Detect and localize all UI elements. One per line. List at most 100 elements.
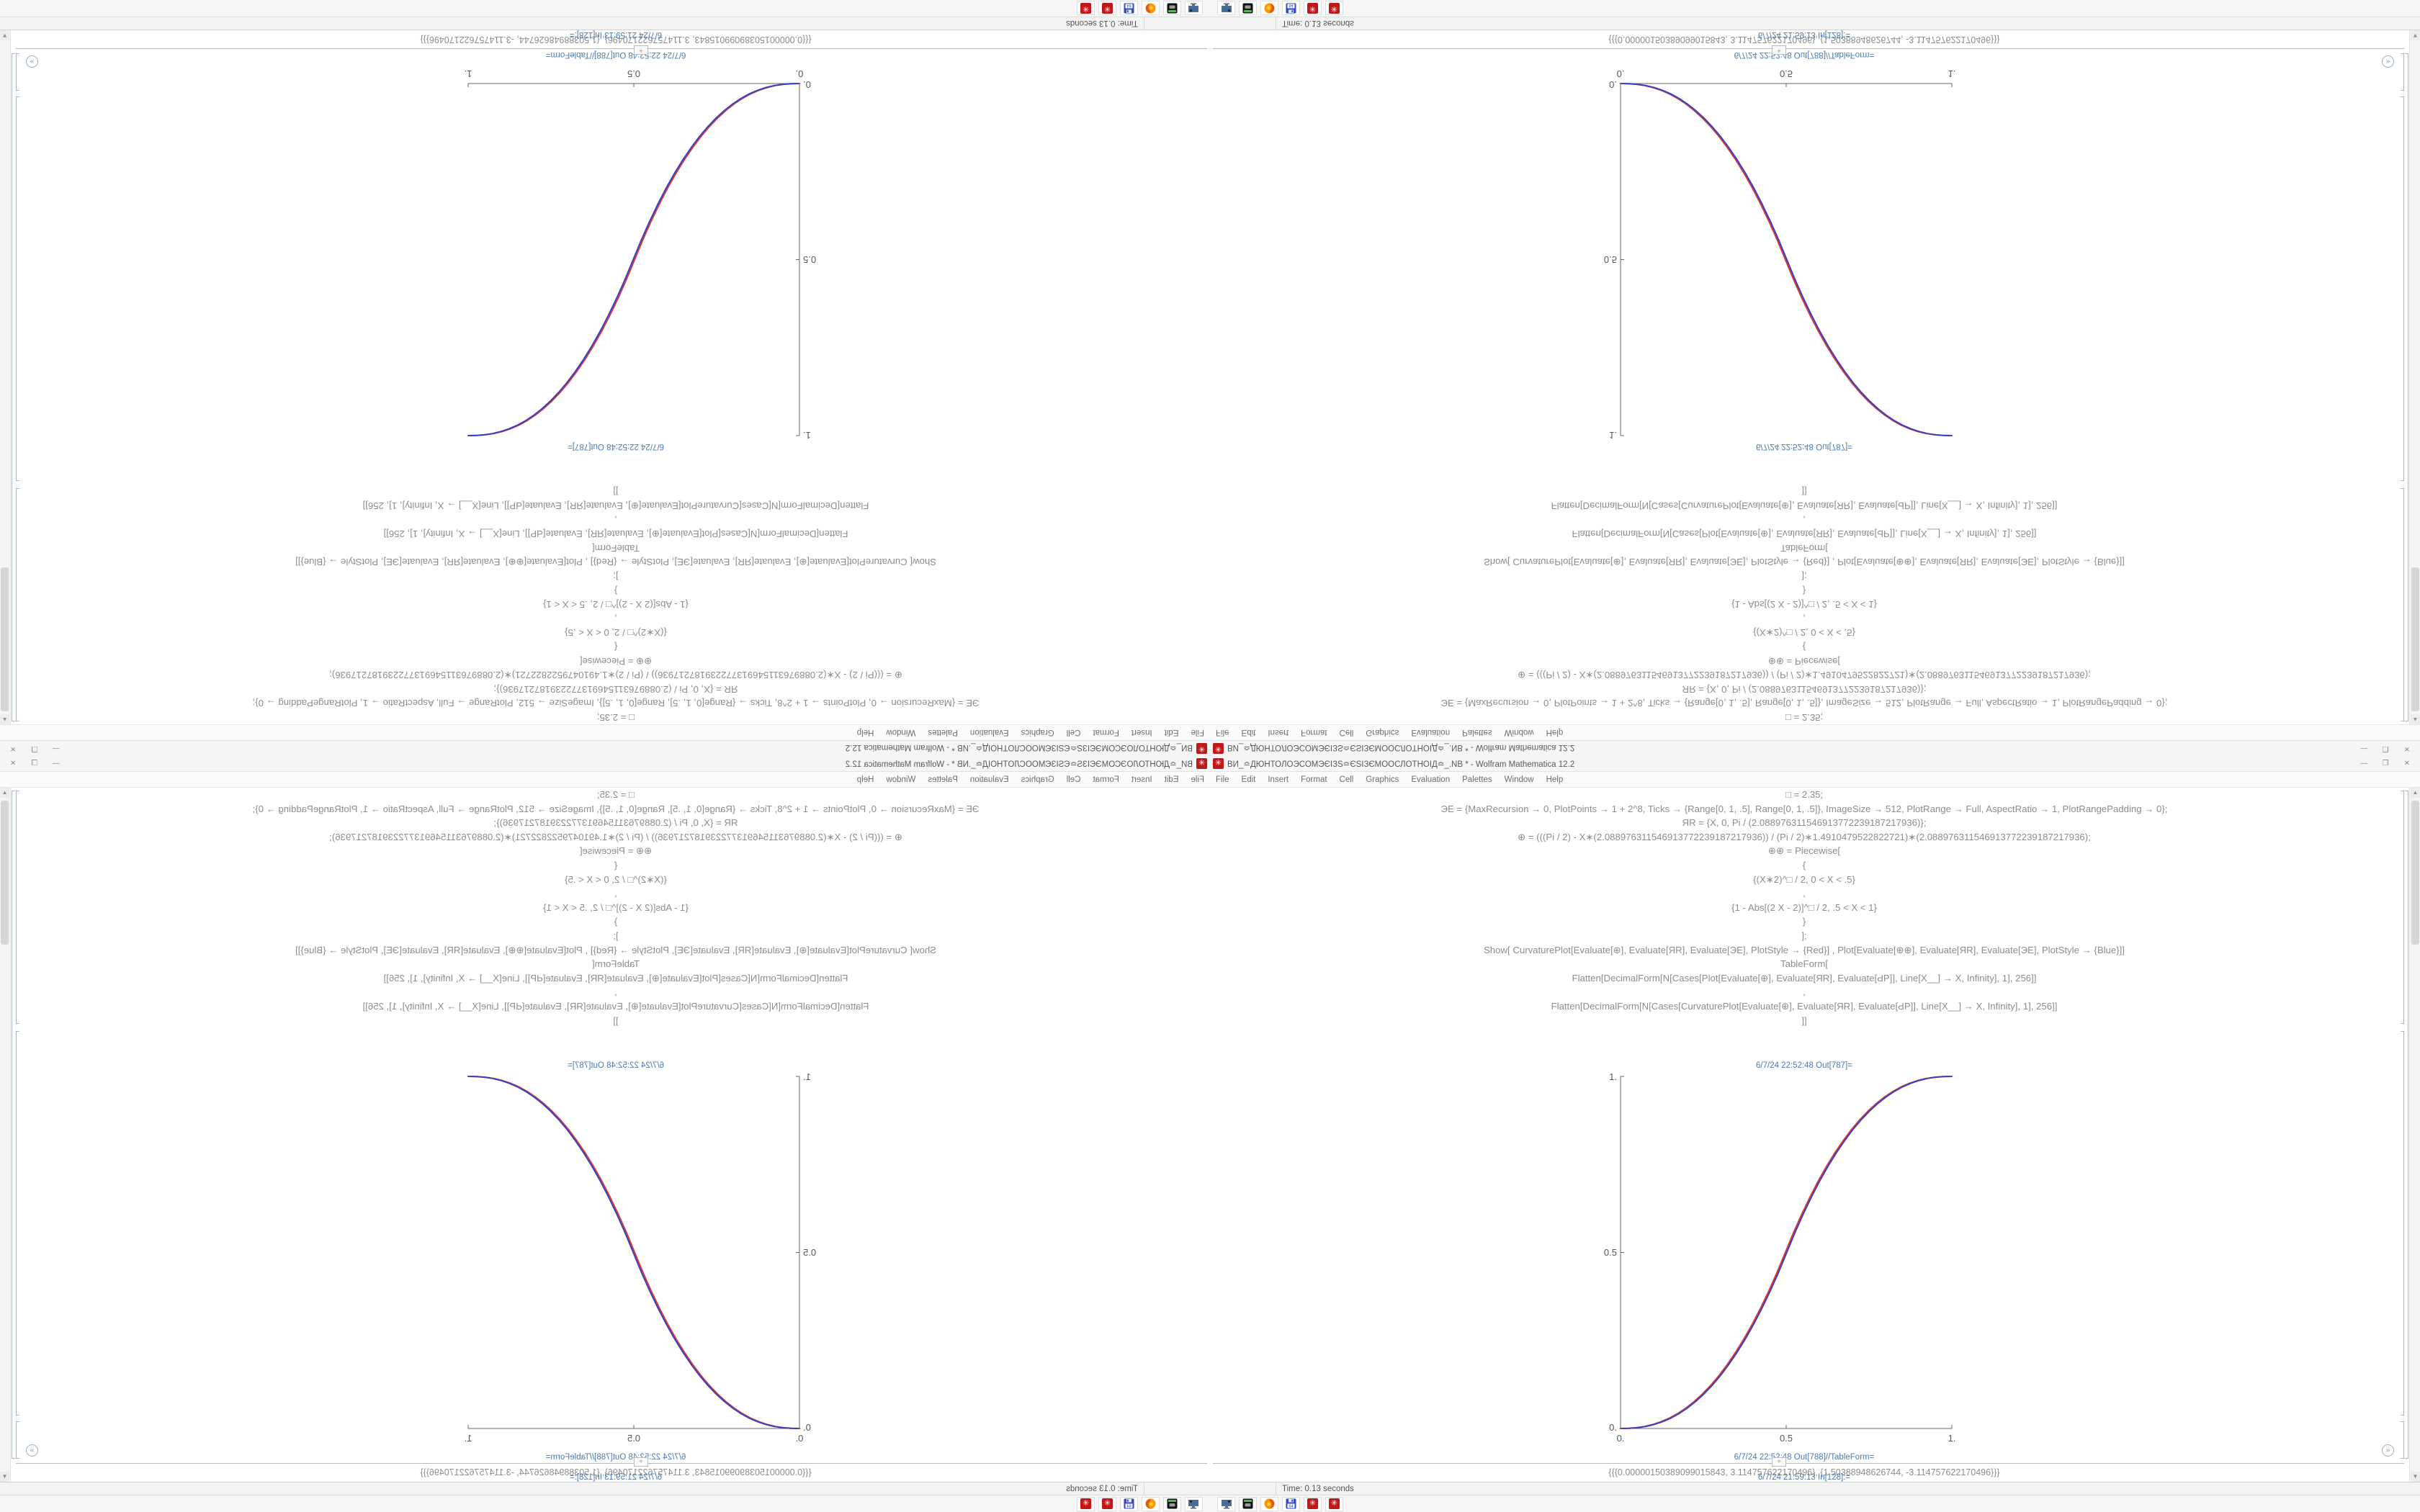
menu-item[interactable]: Graphics xyxy=(1366,728,1399,737)
input-code-line[interactable]: } xyxy=(1802,585,1806,596)
notebook-assistant-icon[interactable]: » xyxy=(2382,1444,2394,1457)
input-code-line[interactable]: ⊕ = (((Pi / 2) - X∗(2.088976311546913772… xyxy=(329,670,902,681)
scroll-up-icon[interactable]: ▲ xyxy=(2411,714,2420,724)
input-code-line[interactable]: ЯR = {X, 0, Pi / (2.08897631154691377223… xyxy=(493,683,738,695)
maximize-button[interactable]: ❐ xyxy=(31,759,38,768)
input-code-line[interactable]: } xyxy=(614,585,618,596)
out-788-cell-bracket[interactable] xyxy=(16,1421,19,1459)
maximize-button[interactable]: ❐ xyxy=(2382,759,2389,768)
taskbar-button-virtual-machine[interactable] xyxy=(1163,1,1181,16)
taskbar-button-disk-imager[interactable]: 64 xyxy=(1282,1,1300,16)
input-code-line[interactable]: ]; xyxy=(1801,571,1807,582)
input-code-line[interactable]: ЭЕ = {MaxRecursion → 0, PlotPoints → 1 +… xyxy=(1440,803,2168,814)
vertical-scrollbar[interactable]: ▲ ▼ xyxy=(0,30,11,724)
input-code-line[interactable]: ]] xyxy=(1801,1014,1807,1026)
menu-item[interactable]: File xyxy=(1191,728,1204,737)
input-code-line[interactable]: Flatten[DecimalForm[N[Cases[Plot[Evaluat… xyxy=(1572,972,2037,984)
menu-item[interactable]: Evaluation xyxy=(969,775,1009,784)
menu-item[interactable]: Palettes xyxy=(928,775,958,784)
menu-item[interactable]: Graphics xyxy=(1021,775,1054,784)
minimize-button[interactable]: — xyxy=(53,744,60,753)
input-code-line[interactable]: ]; xyxy=(613,930,619,941)
input-code-line[interactable]: { xyxy=(1802,642,1806,653)
taskbar-button-screenshot-viewer[interactable] xyxy=(1185,1,1203,16)
minimize-button[interactable]: — xyxy=(53,759,60,768)
taskbar-button-mathematica-2[interactable]: ✳ xyxy=(1077,1496,1095,1511)
input-code-line[interactable]: {1 - Abs[(2 X - 2)]^□ / 2, .5 < X < 1} xyxy=(543,901,689,913)
cell-insertion-divider[interactable] xyxy=(16,1463,1207,1464)
taskbar-button-virtual-machine[interactable] xyxy=(1239,1,1257,16)
input-code-line[interactable]: Flatten[DecimalForm[N[Cases[Plot[Evaluat… xyxy=(383,528,848,540)
input-code-line[interactable]: , xyxy=(1803,986,1806,998)
input-code-line[interactable]: , xyxy=(614,888,617,899)
menu-item[interactable]: Evaluation xyxy=(1411,775,1451,784)
menu-item[interactable]: Palettes xyxy=(1462,775,1492,784)
taskbar-button-firefox[interactable] xyxy=(1142,1,1160,16)
menu-item[interactable]: Cell xyxy=(1339,728,1354,737)
insert-cell-plus-button[interactable]: + xyxy=(1772,45,1786,55)
input-code-line[interactable]: ]; xyxy=(613,571,619,582)
scrollbar-thumb[interactable] xyxy=(2411,567,2419,711)
input-code-line[interactable]: {1 - Abs[(2 X - 2)]^□ / 2, .5 < X < 1} xyxy=(1731,599,1877,611)
input-code-line[interactable]: ЭЕ = {MaxRecursion → 0, PlotPoints → 1 +… xyxy=(252,698,980,709)
menu-item[interactable]: Insert xyxy=(1268,775,1289,784)
vertical-scrollbar[interactable]: ▲ ▼ xyxy=(2409,788,2420,1482)
input-code-line[interactable]: ЯR = {X, 0, Pi / (2.08897631154691377223… xyxy=(493,817,738,829)
input-code-line[interactable]: Flatten[DecimalForm[N[Cases[CurvaturePlo… xyxy=(1551,1000,2058,1012)
taskbar-button-mathematica-2[interactable]: ✳ xyxy=(1325,1,1343,16)
input-code-line[interactable]: ЭЕ = {MaxRecursion → 0, PlotPoints → 1 +… xyxy=(252,803,980,814)
taskbar-button-mathematica-1[interactable]: ✳ xyxy=(1098,1,1116,16)
input-code-line[interactable]: Flatten[DecimalForm[N[Cases[CurvaturePlo… xyxy=(1551,500,2058,512)
notebook-assistant-icon[interactable]: » xyxy=(2382,55,2394,68)
cell-group-bracket[interactable] xyxy=(12,53,15,721)
vertical-scrollbar[interactable]: ▲ ▼ xyxy=(0,788,11,1482)
menu-item[interactable]: File xyxy=(1216,728,1229,737)
menu-item[interactable]: Palettes xyxy=(928,728,958,737)
input-code-line[interactable]: □ = 2.35; xyxy=(596,789,635,800)
menu-item[interactable]: Evaluation xyxy=(1411,728,1451,737)
input-code-line[interactable]: {(X∗2)^□ / 2, 0 < X < .5} xyxy=(1753,627,1855,639)
cell-group-bracket[interactable] xyxy=(2405,53,2408,721)
menu-item[interactable]: Format xyxy=(1093,728,1119,737)
close-button[interactable]: ✕ xyxy=(9,759,17,768)
maximize-button[interactable]: ❐ xyxy=(31,744,38,753)
scroll-down-icon[interactable]: ▼ xyxy=(2411,1472,2420,1482)
input-code-line[interactable]: Show[ CurvaturePlot[Evaluate[⊕], Evaluat… xyxy=(1484,944,2125,955)
cell-insertion-divider[interactable] xyxy=(1213,1463,2404,1464)
notebook-assistant-icon[interactable]: » xyxy=(26,1444,38,1457)
menu-item[interactable]: Format xyxy=(1301,728,1327,737)
input-code-line[interactable]: {1 - Abs[(2 X - 2)]^□ / 2, .5 < X < 1} xyxy=(543,599,689,611)
input-code-line[interactable]: , xyxy=(614,986,617,998)
out-787-cell-bracket[interactable] xyxy=(16,1031,19,1416)
input-code-line[interactable]: , xyxy=(614,514,617,526)
out-787-cell-bracket[interactable] xyxy=(16,96,19,481)
menu-item[interactable]: File xyxy=(1191,775,1204,784)
input-cell-bracket[interactable] xyxy=(2401,488,2404,721)
input-cell-bracket[interactable] xyxy=(2401,791,2404,1024)
menu-item[interactable]: Window xyxy=(1504,775,1534,784)
taskbar-button-disk-imager[interactable]: 64 xyxy=(1120,1,1138,16)
taskbar-button-mathematica-1[interactable]: ✳ xyxy=(1304,1496,1322,1511)
input-code-line[interactable]: ]] xyxy=(1801,486,1807,498)
menu-item[interactable]: Edit xyxy=(1164,775,1179,784)
close-button[interactable]: ✕ xyxy=(2403,759,2411,768)
input-code-line[interactable]: {(X∗2)^□ / 2, 0 < X < .5} xyxy=(565,873,667,885)
input-code-line[interactable]: } xyxy=(614,916,618,927)
input-code-line[interactable]: Show[ CurvaturePlot[Evaluate[⊕], Evaluat… xyxy=(295,557,936,568)
out-788-cell-bracket[interactable] xyxy=(2401,1421,2404,1459)
input-code-line[interactable]: {1 - Abs[(2 X - 2)]^□ / 2, .5 < X < 1} xyxy=(1731,901,1877,913)
minimize-button[interactable]: — xyxy=(2360,744,2367,753)
input-code-line[interactable]: {(X∗2)^□ / 2, 0 < X < .5} xyxy=(1753,873,1855,885)
vertical-scrollbar[interactable]: ▲ ▼ xyxy=(2409,30,2420,724)
taskbar-button-mathematica-2[interactable]: ✳ xyxy=(1325,1496,1343,1511)
menu-item[interactable]: Window xyxy=(886,728,916,737)
input-code-line[interactable]: □ = 2.35; xyxy=(596,712,635,723)
menu-item[interactable]: Evaluation xyxy=(969,728,1009,737)
scrollbar-thumb[interactable] xyxy=(1,567,9,711)
taskbar-button-disk-imager[interactable]: 64 xyxy=(1282,1496,1300,1511)
cell-insertion-divider[interactable] xyxy=(1213,48,2404,49)
menu-item[interactable]: Insert xyxy=(1131,728,1152,737)
input-code-line[interactable]: ⊕⊕ = Piecewise[ xyxy=(1767,845,1841,857)
input-code-line[interactable]: ЭЕ = {MaxRecursion → 0, PlotPoints → 1 +… xyxy=(1440,698,2168,709)
menu-item[interactable]: File xyxy=(1216,775,1229,784)
